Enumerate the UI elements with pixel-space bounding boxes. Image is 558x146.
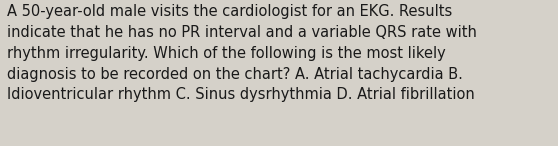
Text: A 50-year-old male visits the cardiologist for an EKG. Results
indicate that he : A 50-year-old male visits the cardiologi… — [7, 4, 477, 102]
